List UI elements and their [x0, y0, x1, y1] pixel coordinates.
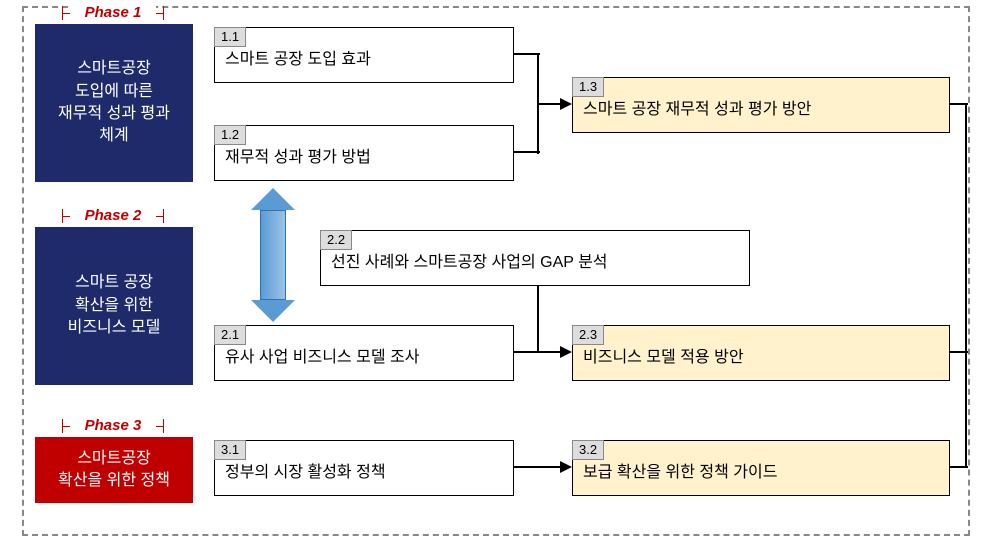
- item-text: 스마트 공장 재무적 성과 평가 방안: [573, 78, 949, 129]
- diagram-canvas: Phase 1 스마트공장 도입에 따른 재무적 성과 평과 체계 Phase …: [0, 0, 992, 553]
- phase-3-line: 확산을 위한 정책: [58, 470, 170, 492]
- connector-segment: [560, 346, 572, 358]
- item-box-2-2: 2.2 선진 사례와 스마트공장 사업의 GAP 분석: [320, 230, 750, 286]
- phase-1-line: 도입에 따른: [75, 81, 153, 103]
- item-box-1-1: 1.1 스마트 공장 도입 효과: [214, 27, 514, 83]
- item-text: 선진 사례와 스마트공장 사업의 GAP 분석: [321, 231, 749, 282]
- phase-1-line: 스마트공장: [77, 58, 151, 80]
- connector-segment: [560, 98, 572, 110]
- item-tag: 1.1: [214, 27, 246, 47]
- phase-2-label-text: Phase 2: [85, 207, 142, 224]
- item-text: 보급 확산을 위한 정책 가이드: [573, 441, 949, 492]
- item-box-3-2: 3.2 보급 확산을 위한 정책 가이드: [572, 440, 950, 496]
- phase-1-label-text: Phase 1: [85, 4, 142, 21]
- item-box-2-3: 2.3 비즈니스 모델 적용 방안: [572, 325, 950, 381]
- item-tag: 2.2: [320, 230, 352, 250]
- item-tag: 3.1: [214, 440, 246, 460]
- item-tag: 2.1: [214, 325, 246, 345]
- phase-3-label: Phase 3: [70, 417, 156, 435]
- phase-3-box: 스마트공장 확산을 위한 정책: [35, 437, 193, 503]
- item-tag: 2.3: [572, 325, 604, 345]
- item-text: 유사 사업 비즈니스 모델 조사: [215, 326, 513, 377]
- connector-segment: [538, 103, 560, 105]
- connector-segment: [514, 151, 540, 153]
- item-text: 스마트 공장 도입 효과: [215, 28, 513, 79]
- item-text: 정부의 시장 활성화 정책: [215, 441, 513, 492]
- connector-segment: [965, 104, 967, 468]
- item-text: 재무적 성과 평가 방법: [215, 126, 513, 177]
- connector-segment: [560, 461, 572, 473]
- bidirectional-arrow-icon: [260, 210, 286, 300]
- connector-segment: [950, 466, 968, 468]
- item-tag: 1.2: [214, 125, 246, 145]
- connector-segment: [950, 351, 968, 353]
- phase-1-label: Phase 1: [70, 4, 156, 22]
- phase-3-label-text: Phase 3: [85, 417, 142, 434]
- item-box-2-1: 2.1 유사 사업 비즈니스 모델 조사: [214, 325, 514, 381]
- phase-2-line: 스마트 공장: [75, 272, 153, 294]
- phase-1-box: 스마트공장 도입에 따른 재무적 성과 평과 체계: [35, 24, 193, 182]
- phase-2-line: 확산을 위한: [75, 295, 153, 317]
- item-text: 비즈니스 모델 적용 방안: [573, 326, 949, 377]
- phase-1-line: 재무적 성과 평과: [58, 103, 170, 125]
- phase-2-box: 스마트 공장 확산을 위한 비즈니스 모델: [35, 227, 193, 385]
- phase-2-line: 비즈니스 모델: [68, 317, 161, 339]
- item-tag: 1.3: [572, 77, 604, 97]
- phase-1-line: 체계: [99, 125, 128, 147]
- connector-segment: [514, 351, 560, 353]
- connector-segment: [514, 466, 560, 468]
- item-box-3-1: 3.1 정부의 시장 활성화 정책: [214, 440, 514, 496]
- item-box-1-2: 1.2 재무적 성과 평가 방법: [214, 125, 514, 181]
- phase-3-line: 스마트공장: [77, 448, 151, 470]
- connector-segment: [537, 286, 539, 353]
- item-box-1-3: 1.3 스마트 공장 재무적 성과 평가 방안: [572, 77, 950, 133]
- phase-2-label: Phase 2: [70, 207, 156, 225]
- item-tag: 3.2: [572, 440, 604, 460]
